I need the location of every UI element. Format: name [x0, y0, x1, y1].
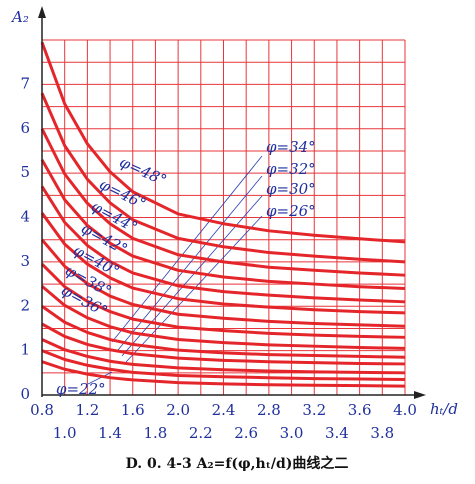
leader-line	[87, 371, 113, 385]
x-tick-label: 1.8	[144, 424, 168, 442]
y-tick-label: 1	[20, 341, 30, 359]
x-tick-label: 1.2	[75, 401, 99, 419]
curves	[40, 41, 406, 388]
series-label: φ=34°	[266, 138, 316, 156]
y-tick-label: 6	[20, 119, 30, 137]
x-tick-label: 2.4	[212, 401, 236, 419]
curve	[41, 338, 406, 375]
x-tick-label: 3.0	[280, 424, 304, 442]
y-tick-label: 5	[20, 163, 30, 181]
series-label: φ=26°	[266, 202, 316, 220]
x-tick-label: 2.6	[234, 424, 258, 442]
curve	[41, 305, 406, 359]
chart-title: D. 0. 4-3 A₂=f(φ,hₜ/d)曲线之二	[126, 455, 349, 472]
curve	[40, 92, 406, 264]
curve	[40, 238, 406, 328]
y-tick-label: 3	[20, 252, 30, 270]
leader-line	[121, 195, 263, 357]
x-tick-label: 2.2	[189, 424, 213, 442]
curve	[40, 185, 406, 304]
y-tick-label: 2	[20, 296, 30, 314]
x-tick-label: 3.2	[302, 401, 326, 419]
series-label: φ=32°	[266, 160, 316, 178]
curve	[41, 360, 406, 388]
x-tick-label: 1.0	[53, 424, 77, 442]
curve	[40, 128, 406, 277]
curve	[40, 159, 406, 290]
curve	[40, 263, 406, 339]
x-tick-label: 3.8	[370, 424, 394, 442]
x-tick-label: 2.8	[257, 401, 281, 419]
x-tick-label: 3.6	[348, 401, 372, 419]
series-label: φ=22°	[56, 380, 106, 398]
x-tick-label: 4.0	[393, 401, 417, 419]
x-tick-label: 0.8	[30, 401, 54, 419]
y-tick-label: 7	[20, 74, 30, 92]
y-tick-label: 4	[20, 208, 30, 226]
curve	[40, 41, 406, 244]
x-tick-label: 1.4	[98, 424, 122, 442]
x-tick-label: 2.0	[166, 401, 190, 419]
y-axis-label: A₂	[10, 8, 29, 26]
x-tick-label: 3.4	[325, 424, 349, 442]
curve	[40, 212, 406, 315]
curve	[41, 349, 406, 381]
x-axis-arrow	[414, 391, 426, 399]
y-axis-arrow	[38, 6, 46, 18]
leader-line	[111, 155, 263, 343]
x-tick-label: 1.6	[121, 401, 145, 419]
curve	[41, 322, 406, 366]
y-tick-label: 0	[20, 385, 30, 403]
x-axis-label: hₜ/d	[430, 400, 458, 418]
series-label: φ=30°	[266, 180, 316, 198]
curve	[41, 285, 406, 350]
